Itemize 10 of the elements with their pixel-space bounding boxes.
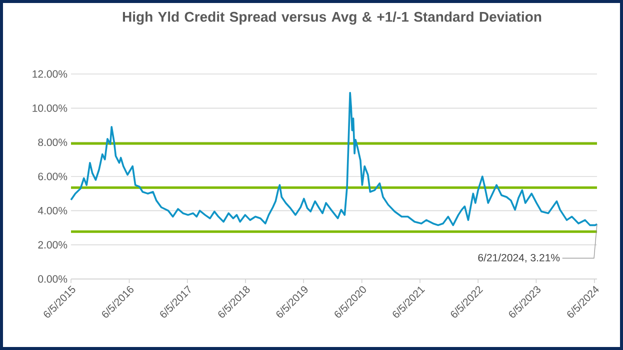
y-tick-label: 8.00% [38,138,68,146]
y-tick-label: 10.00% [32,104,68,112]
annotation: 6/21/2024, 3.21% [478,254,560,263]
chart-title: High Yld Credit Spread versus Avg & +1/-1 Standard Deviation [122,12,542,25]
y-tick-label: 4.00% [38,206,68,214]
y-tick-label: 12.00% [32,70,68,78]
y-tick-label: 2.00% [38,241,68,249]
y-tick-label: 6.00% [38,172,68,180]
y-tick-label: 0.00% [38,275,68,283]
line-series [70,92,598,226]
